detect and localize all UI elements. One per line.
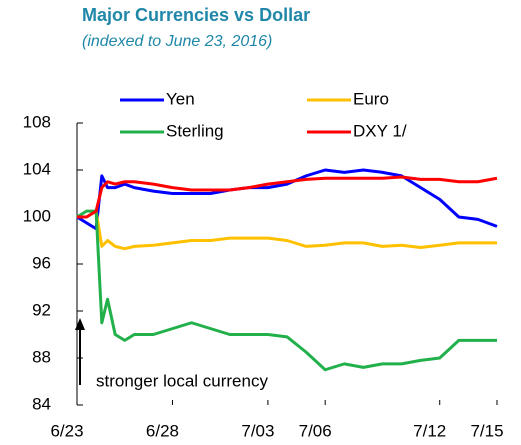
y-tick-label: 108 <box>23 112 51 131</box>
x-tick-label: 6/23 <box>50 421 83 440</box>
y-tick-label: 100 <box>23 206 51 225</box>
y-tick-label: 96 <box>32 253 51 272</box>
series-line <box>76 209 497 372</box>
series-line <box>77 209 497 251</box>
chart-subtitle: (indexed to June 23, 2016) <box>82 33 272 50</box>
x-tick-label: 7/06 <box>299 421 332 440</box>
x-tick-label: 7/15 <box>470 421 503 440</box>
y-tick-label: 92 <box>32 300 51 319</box>
series-line <box>77 175 498 219</box>
y-tick-label: 88 <box>32 347 51 366</box>
y-tick-label: 84 <box>32 394 51 413</box>
x-tick-label: 7/03 <box>241 421 274 440</box>
legend-label: Euro <box>353 89 389 108</box>
y-tick-label: 104 <box>23 159 51 178</box>
legend-label: DXY 1/ <box>353 121 407 140</box>
x-tick-label: 7/12 <box>413 421 446 440</box>
legend-label: Sterling <box>166 121 224 140</box>
x-tick-label: 6/28 <box>146 421 179 440</box>
legend-label: Yen <box>166 89 195 108</box>
annotation: stronger local currency <box>96 371 268 390</box>
chart-title: Major Currencies vs Dollar <box>82 5 310 25</box>
